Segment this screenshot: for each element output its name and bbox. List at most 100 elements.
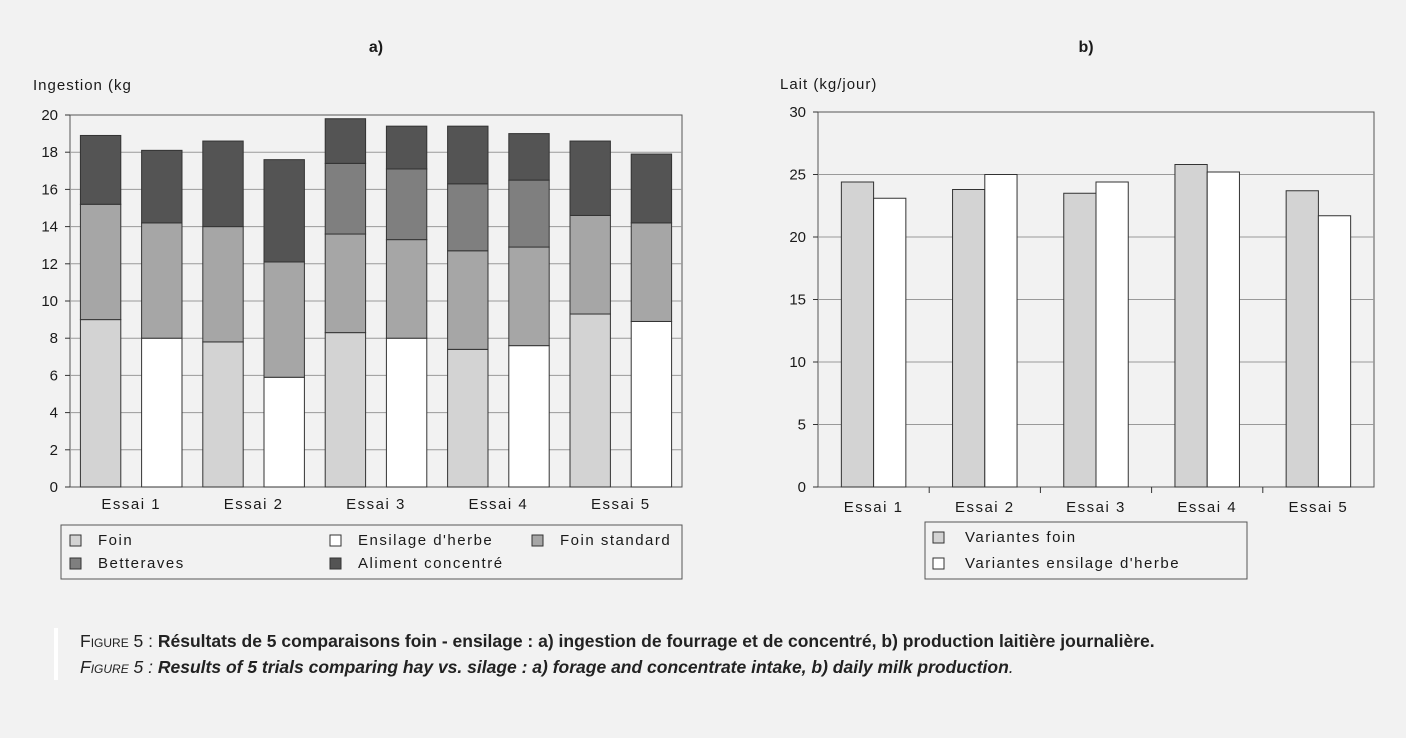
chart-a-legend-label: Foin [98, 532, 133, 549]
chart-a-bar-segment [141, 149, 183, 224]
chart-a-bar-segment [447, 250, 489, 350]
chart-b-x-tick-label: Essai 5 [1289, 499, 1349, 516]
caption-french-prefix: Figure 5 : [80, 631, 158, 651]
chart-b-bar [873, 197, 907, 488]
chart-a-bar-segment [508, 133, 550, 181]
caption-english: Figure 5 : Results of 5 trials comparing… [80, 654, 1400, 680]
chart-a-x-tick-label: Essai 2 [224, 496, 284, 513]
chart-a-bar-segment [508, 345, 550, 488]
chart-a-y-tick-label: 16 [41, 181, 58, 198]
chart-a-bar-segment [385, 125, 428, 170]
chart-a-bar-segment [263, 261, 305, 378]
caption-english-text: Results of 5 trials comparing hay vs. si… [157, 657, 1009, 677]
figure-charts: 0 2 4 6 8 10 12 14 16 18 20 Essai 1 Essai 2 Essai 3 Es… [33, 39, 1375, 580]
chart-b-bar [1063, 192, 1097, 488]
chart-b-y-tick-label: 15 [789, 292, 806, 309]
chart-b-x-tick-label: Essai 4 [1177, 499, 1237, 516]
chart-b-bar [1285, 190, 1319, 488]
chart-a-legend-label: Foin standard [560, 532, 671, 549]
chart-a-legend-label: Betteraves [98, 555, 185, 572]
chart-b-legend-box [924, 521, 1248, 580]
chart-a-bar-segment [569, 313, 611, 488]
chart-a-bar-segment [630, 222, 673, 322]
chart-a-bar-segment [324, 118, 367, 164]
chart-a-bar-segment [263, 376, 305, 488]
chart-a-bar-segment [385, 239, 428, 339]
chart-a-y-tick-label: 4 [50, 405, 58, 422]
chart-a-x-tick-label: Essai 5 [591, 496, 651, 513]
chart-b-bar [952, 189, 986, 488]
chart-a-bar-segment [263, 159, 305, 263]
chart-a-bar-segment [630, 153, 673, 224]
chart-b-y-tick-label: 0 [798, 479, 806, 496]
chart-a-bar-segment [447, 183, 489, 252]
chart-a-bar-segment [324, 332, 367, 488]
chart-b-legend-label: Variantes ensilage d'herbe [965, 555, 1180, 572]
chart-b-x-tick-label: Essai 2 [955, 499, 1015, 516]
chart-a-y-axis-label: Ingestion (kg [33, 77, 132, 94]
chart-a-bar-segment [79, 319, 122, 488]
chart-a-bar-segment [324, 162, 367, 235]
chart-a-legend-swatch [69, 534, 82, 547]
chart-a-bar-segment [447, 125, 489, 185]
chart-b-bar [840, 181, 875, 488]
chart-b-y-axis-label: Lait (kg/jour) [780, 76, 877, 93]
chart-b-y-tick-label: 20 [789, 229, 806, 246]
chart-a-legend-box [60, 524, 683, 580]
chart-a-bar-segment [141, 222, 183, 339]
chart-a-bar-segment [385, 168, 428, 241]
chart-a-bar-segment [447, 348, 489, 488]
chart-a-bar-segment [202, 226, 244, 343]
chart-b-legend-swatch [932, 557, 945, 570]
chart-a-bar-segment [508, 179, 550, 248]
chart-b-bar [1095, 181, 1129, 488]
chart-a-y-tick-label: 14 [41, 219, 58, 236]
chart-a-legend-swatch [531, 534, 544, 547]
chart-a-bar-segment [385, 337, 428, 488]
chart-a-y-tick-label: 20 [41, 107, 58, 124]
chart-b-bar [984, 174, 1018, 488]
chart-a-legend-label: Aliment concentré [358, 555, 504, 572]
chart-b-title: b) [1078, 39, 1093, 56]
chart-b-y-tick-label: 10 [789, 354, 806, 371]
chart-a-bar-segment [202, 341, 244, 488]
chart-b-legend-swatch [932, 531, 945, 544]
chart-a-bar-segment [508, 246, 550, 347]
chart-a-bar-segment [324, 233, 367, 334]
figure-caption: Figure 5 : Résultats de 5 comparaisons f… [54, 628, 1400, 680]
chart-b-legend-label: Variantes foin [965, 529, 1077, 546]
chart-a-y-tick-label: 12 [41, 256, 58, 273]
chart-a-bar-segment [141, 337, 183, 488]
chart-b-bar [1317, 215, 1352, 488]
chart-b-x-tick-label: Essai 1 [844, 499, 904, 516]
chart-a-y-tick-label: 18 [41, 144, 58, 161]
chart-a-bar-segment [202, 140, 244, 228]
chart-b-bar [1206, 171, 1240, 488]
chart-a-legend-swatch [69, 557, 82, 570]
chart-a-x-tick-label: Essai 4 [469, 496, 529, 513]
chart-a-y-tick-label: 10 [41, 293, 58, 310]
chart-a-y-tick-label: 2 [50, 442, 58, 459]
chart-a-bar-segment [79, 203, 122, 321]
chart-b-y-tick-label: 30 [789, 104, 806, 121]
chart-a-y-tick-label: 6 [50, 367, 58, 384]
chart-b-y-tick-label: 25 [789, 167, 806, 184]
chart-a-bar-segment [630, 320, 673, 488]
chart-a-y-tick-label: 0 [50, 479, 58, 496]
caption-english-end: . [1008, 657, 1014, 677]
caption-french-text: Résultats de 5 comparaisons foin - ensil… [157, 631, 1155, 651]
chart-a-bar-segment [569, 214, 611, 315]
caption-english-prefix: Figure 5 : [80, 657, 158, 677]
chart-a-y-tick-label: 8 [50, 330, 58, 347]
chart-a-x-tick-label: Essai 3 [346, 496, 406, 513]
chart-a-bar-segment [79, 134, 122, 205]
chart-a-bar-segment [569, 140, 611, 216]
chart-a-legend-swatch [329, 557, 342, 570]
chart-a-legend-label: Ensilage d'herbe [358, 532, 493, 549]
chart-a-x-tick-label: Essai 1 [101, 496, 161, 513]
chart-b-x-tick-label: Essai 3 [1066, 499, 1126, 516]
chart-b-y-tick-label: 5 [798, 417, 806, 434]
caption-french: Figure 5 : Résultats de 5 comparaisons f… [80, 628, 1400, 654]
chart-a-legend-swatch [329, 534, 342, 547]
